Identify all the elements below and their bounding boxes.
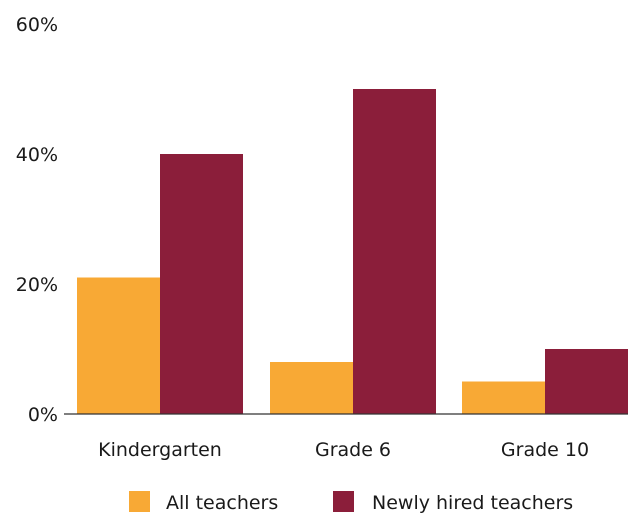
- y-tick-label: 20%: [16, 274, 58, 296]
- x-category-label: Kindergarten: [98, 439, 222, 461]
- bar-all-teachers-grade-6: [270, 362, 353, 414]
- legend-label: Newly hired teachers: [372, 492, 573, 514]
- legend-swatch: [129, 491, 150, 512]
- bar-all-teachers-grade-10: [462, 381, 545, 414]
- legend-label: All teachers: [166, 492, 278, 514]
- legend-swatch: [333, 491, 354, 512]
- legend: All teachers Newly hired teachers: [129, 491, 573, 514]
- x-axis-category-labels: Kindergarten Grade 6 Grade 10: [98, 439, 589, 461]
- x-category-label: Grade 10: [501, 439, 589, 461]
- bar-newly-hired-teachers-grade-6: [353, 89, 436, 414]
- x-category-label: Grade 6: [315, 439, 391, 461]
- bar-all-teachers-kindergarten: [77, 277, 160, 414]
- y-axis-ticks: 0% 20% 40% 60%: [16, 14, 58, 426]
- y-tick-label: 0%: [28, 404, 58, 426]
- y-tick-label: 40%: [16, 144, 58, 166]
- bar-newly-hired-teachers-kindergarten: [160, 154, 243, 414]
- bar-newly-hired-teachers-grade-10: [545, 349, 628, 414]
- bars: [77, 89, 628, 414]
- y-tick-label: 60%: [16, 14, 58, 36]
